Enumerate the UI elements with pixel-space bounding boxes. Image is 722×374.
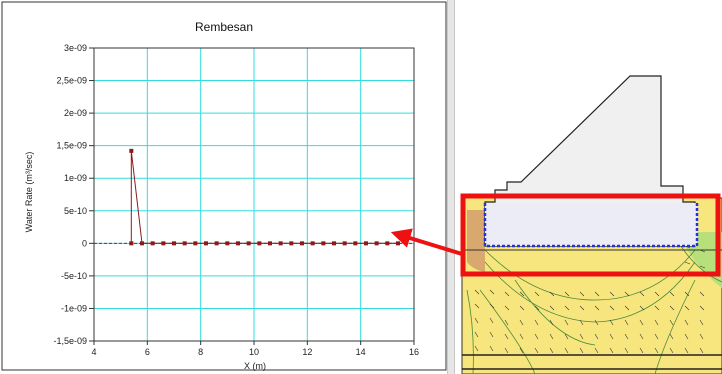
panel-splitter[interactable]	[447, 0, 455, 374]
y-tick-label: 1,5e-09	[56, 141, 87, 151]
dam-base	[485, 203, 697, 246]
brown-seepage-zone-left	[467, 210, 485, 272]
data-point	[193, 241, 198, 246]
y-tick-label: 5e-10	[64, 206, 87, 216]
data-point	[172, 241, 176, 246]
y-tick-label: 3e-09	[64, 43, 87, 53]
data-point	[396, 241, 400, 246]
data-point	[374, 241, 379, 246]
y-tick-label: 2,5e-09	[56, 76, 87, 86]
y-tick-label: 1e-09	[64, 173, 87, 183]
data-point	[182, 241, 187, 246]
highlight-box	[460, 193, 721, 277]
data-point	[321, 241, 326, 246]
data-point	[236, 241, 240, 246]
data-point	[204, 241, 208, 246]
data-point	[364, 241, 368, 246]
plot-border	[93, 47, 415, 342]
data-point	[257, 241, 262, 246]
data-point	[225, 241, 230, 246]
x-tick-label: 8	[198, 347, 203, 357]
x-tick-label: 6	[145, 347, 150, 357]
chart-panel: Rembesan Water Rate (m³/sec) X (m) 4 6 8 10…	[1, 1, 447, 371]
x-tick-label: 16	[409, 347, 419, 357]
flow-vectors	[474, 245, 716, 354]
data-point	[214, 241, 219, 246]
dam-model-drawing	[460, 75, 722, 374]
data-point	[246, 241, 251, 246]
data-point	[332, 241, 336, 246]
tick-labels: 4 6 8 10 12 14 16 3e-09 2,5e-09 2e-09 1,5e-09 1e-09…	[53, 43, 419, 357]
data-point	[300, 241, 304, 246]
data-point	[310, 241, 315, 246]
model-view-panel	[455, 0, 722, 374]
x-axis-label: X (m)	[244, 361, 266, 371]
data-point	[129, 148, 134, 153]
y-tick-label: 2e-09	[64, 108, 87, 118]
data-point	[342, 241, 347, 246]
x-tick-label: 12	[302, 347, 312, 357]
y-tick-label: 0	[82, 238, 87, 248]
y-tick-label: -1,5e-09	[53, 336, 87, 346]
data-point	[353, 241, 358, 246]
x-tick-label: 14	[356, 347, 366, 357]
data-point	[289, 241, 294, 246]
x-tick-label: 10	[249, 347, 259, 357]
boundary-nodes	[483, 203, 699, 248]
x-tick-label: 4	[91, 347, 96, 357]
chart-title: Rembesan	[195, 20, 253, 34]
y-tick-label: -1e-09	[61, 303, 87, 313]
y-tick-label: -5e-10	[61, 271, 87, 281]
data-point	[161, 241, 166, 246]
data-point	[385, 241, 390, 246]
seepage-chart: Rembesan Water Rate (m³/sec) X (m) 4 6 8 10…	[1, 1, 447, 371]
y-axis-label: Water Rate (m³/sec)	[24, 152, 34, 233]
data-point	[129, 241, 134, 246]
series-water-rate	[129, 148, 400, 246]
chart-frame	[1, 1, 447, 371]
data-point	[140, 241, 144, 246]
data-point	[278, 241, 283, 246]
data-point	[268, 241, 272, 246]
data-point	[150, 241, 155, 246]
